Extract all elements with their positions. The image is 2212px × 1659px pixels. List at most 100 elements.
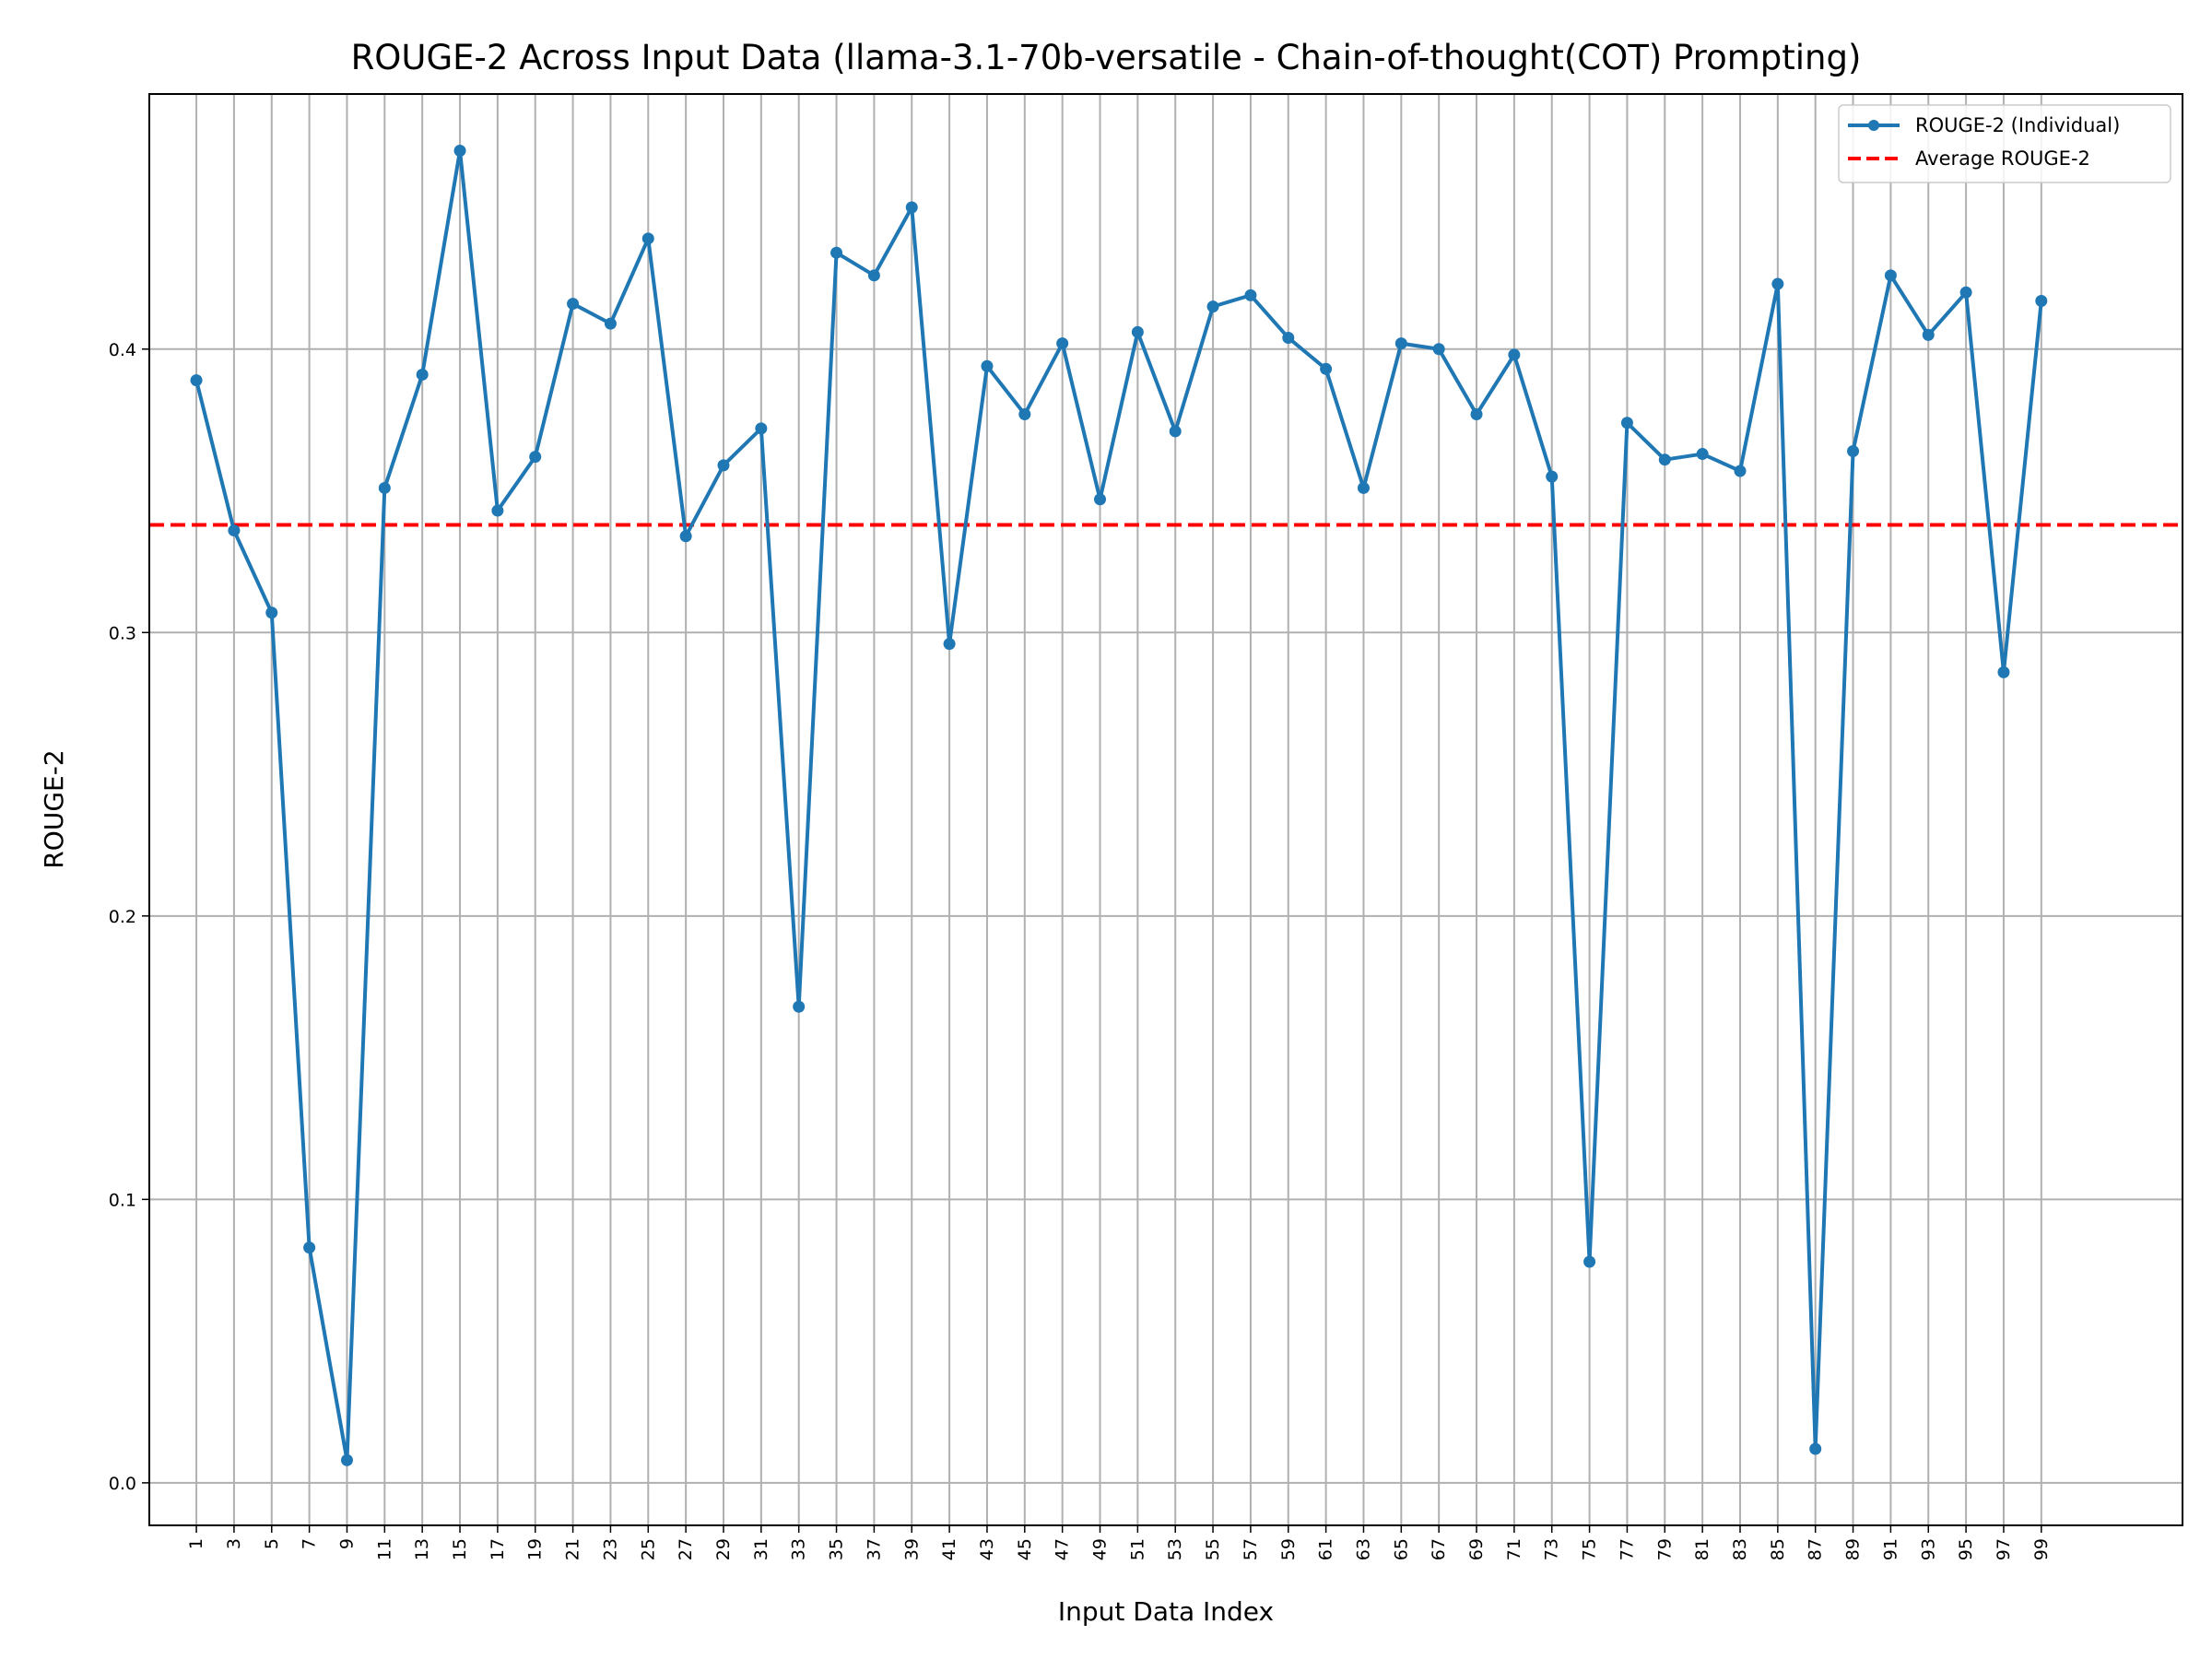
x-tick-label: 31 [751,1538,771,1560]
data-point [1206,300,1219,313]
data-point [1696,448,1709,461]
data-point [641,232,654,245]
plot-frame [148,93,2183,1526]
y-tick-label: 0.2 [109,907,136,927]
x-tick-label: 95 [1956,1538,1976,1560]
x-tick-label: 67 [1429,1538,1449,1560]
data-point [340,1453,353,1466]
data-point [1394,337,1407,350]
x-tick-label: 61 [1316,1538,1336,1560]
x-tick-label: 27 [676,1538,696,1560]
data-point [190,374,203,387]
x-tick-label: 71 [1504,1538,1524,1560]
x-tick-label: 87 [1806,1538,1826,1560]
data-point [1847,444,1860,457]
data-point [1357,481,1370,494]
x-tick-label: 97 [1994,1538,2014,1560]
x-tick-label: 47 [1053,1538,1073,1560]
x-tick-label: 37 [864,1538,884,1560]
data-point [793,1000,806,1013]
x-tick-label: 19 [525,1538,546,1560]
x-tick-label: 21 [563,1538,583,1560]
x-tick-label: 79 [1654,1538,1675,1560]
data-point [228,524,241,537]
x-tick-label: 59 [1278,1538,1299,1560]
data-point [1771,277,1784,290]
x-tick-label: 41 [939,1538,959,1560]
x-tick-label: 83 [1730,1538,1750,1560]
x-tick-label: 1 [186,1538,206,1549]
y-axis-ticks: 0.0 0.1 0.2 0.3 0.4 [109,340,149,1494]
x-tick-label: 81 [1692,1538,1712,1560]
grid-lines [149,94,2183,1525]
legend-marker-individual [1868,120,1879,131]
data-point [1583,1255,1596,1268]
data-point [1922,328,1935,341]
data-point [265,606,278,619]
data-point [1997,665,2010,678]
y-tick-label: 0.0 [109,1474,136,1494]
x-tick-label: 55 [1203,1538,1223,1560]
x-tick-label: 73 [1542,1538,1562,1560]
x-tick-label: 25 [638,1538,658,1560]
data-point [1884,269,1897,282]
data-point [981,359,994,372]
y-tick-label: 0.1 [109,1190,136,1210]
data-point [1658,453,1671,466]
x-tick-label: 45 [1015,1538,1035,1560]
x-tick-label: 11 [374,1538,394,1560]
data-point [717,459,730,472]
data-point [1734,465,1747,477]
x-tick-label: 53 [1165,1538,1185,1560]
data-point [453,145,466,158]
x-tick-label: 33 [789,1538,809,1560]
x-tick-label: 39 [901,1538,922,1560]
data-point [1508,348,1521,361]
x-tick-label: 51 [1127,1538,1147,1560]
x-axis-label: Input Data Index [1058,1596,1274,1627]
x-tick-label: 3 [224,1538,244,1549]
y-tick-label: 0.4 [109,340,136,360]
x-tick-label: 17 [488,1538,508,1560]
y-tick-label: 0.3 [109,623,136,643]
x-tick-label: 43 [977,1538,997,1560]
data-point [529,451,542,464]
data-point [1169,425,1182,438]
x-tick-label: 89 [1843,1538,1864,1560]
x-tick-label: 65 [1391,1538,1411,1560]
x-tick-label: 7 [300,1538,320,1549]
x-tick-label: 85 [1768,1538,1788,1560]
x-tick-label: 29 [713,1538,734,1560]
data-point [303,1241,316,1254]
chart-title: ROUGE-2 Across Input Data (llama-3.1-70b… [351,38,1862,77]
legend-label-individual: ROUGE-2 (Individual) [1915,114,2120,136]
data-point [1282,331,1295,344]
data-point [1094,493,1107,506]
x-tick-label: 13 [412,1538,432,1560]
data-point [1809,1442,1822,1455]
x-tick-label: 75 [1580,1538,1600,1560]
x-tick-label: 57 [1241,1538,1261,1560]
data-point [1056,337,1069,350]
data-point [1131,325,1144,338]
data-point [567,298,580,311]
data-point [1018,408,1031,421]
data-point [943,638,956,651]
data-point [1470,408,1483,421]
series-group [190,145,2048,1466]
x-axis-ticks: 1 3 5 7 9 11 13 15 17 19 21 23 25 27 29 31 33 35 37 39 41 43 4… [186,1525,2052,1560]
data-point [830,246,843,259]
x-tick-label: 35 [827,1538,847,1560]
data-point [1620,417,1633,429]
data-point [1546,470,1559,483]
data-point [2035,294,2048,307]
data-point [1244,288,1257,301]
x-tick-label: 93 [1918,1538,1938,1560]
data-point [491,504,504,517]
x-tick-label: 63 [1353,1538,1373,1560]
data-point [1320,362,1333,375]
x-tick-label: 99 [2031,1538,2052,1560]
data-point [378,481,391,494]
